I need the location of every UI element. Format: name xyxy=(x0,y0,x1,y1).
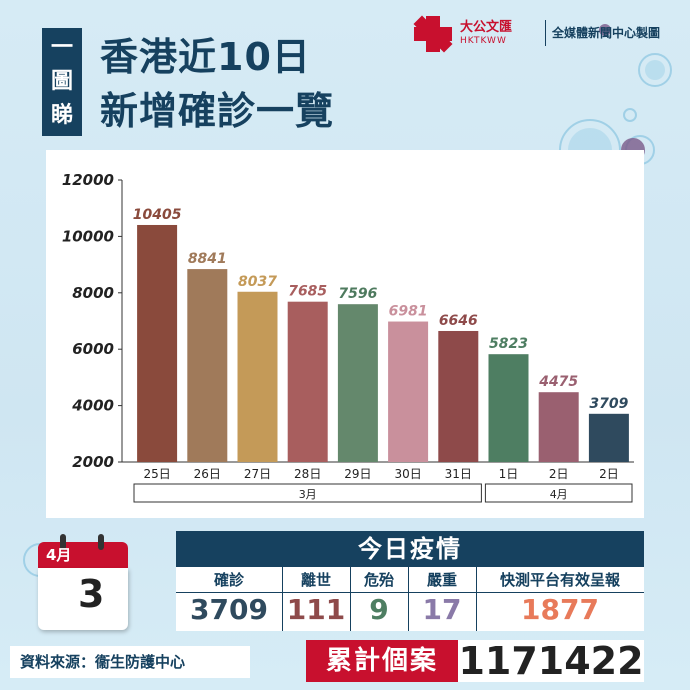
x-tick-label: 26日 xyxy=(194,467,221,481)
today-column-value: 3709 xyxy=(190,593,268,626)
today-column-label: 確診 xyxy=(213,571,244,589)
y-tick-label: 8000 xyxy=(72,284,114,302)
bar-data-label: 3709 xyxy=(589,396,628,412)
cumulative-value: 1171422 xyxy=(458,639,644,683)
brand-logo-text: 大公文匯 xyxy=(460,20,513,35)
calendar-header xyxy=(38,542,128,568)
today-column-label: 危殆 xyxy=(363,571,394,589)
bar-data-label: 7596 xyxy=(338,286,377,302)
bar-data-label: 6981 xyxy=(389,304,428,320)
x-tick-label: 30日 xyxy=(394,467,421,481)
month-group-label: 4月 xyxy=(550,488,568,501)
x-tick-label: 31日 xyxy=(445,467,472,481)
y-tick-label: 4000 xyxy=(71,397,114,415)
brand-logo-icon xyxy=(413,15,453,53)
bar-data-label: 6646 xyxy=(439,313,478,329)
month-group-box xyxy=(484,483,633,503)
today-column-label: 快測平台有效呈報 xyxy=(499,571,620,589)
x-tick-label: 25日 xyxy=(143,467,170,481)
bar-data-label: 5823 xyxy=(489,336,528,352)
today-column-value: 111 xyxy=(286,593,346,626)
x-tick-label: 28日 xyxy=(294,467,321,481)
today-column: 危殆 9 xyxy=(350,567,409,631)
bar xyxy=(237,291,278,462)
calendar-month: 4月 xyxy=(46,546,72,564)
month-group-box xyxy=(133,483,482,503)
bar xyxy=(538,392,579,462)
bar xyxy=(588,413,629,462)
vertical-label-char: 圖 xyxy=(50,69,73,94)
bar-data-label: 8037 xyxy=(238,274,277,290)
x-tick-label: 27日 xyxy=(244,467,271,481)
bar-data-label: 8841 xyxy=(188,251,227,267)
month-group-label: 3月 xyxy=(299,488,317,501)
source-label: 資料來源：衞生防護中心 xyxy=(10,646,250,678)
today-column: 嚴重 17 xyxy=(408,567,477,631)
x-tick-label: 1日 xyxy=(499,467,519,481)
header-divider xyxy=(545,20,546,46)
bar xyxy=(337,304,378,462)
x-tick-label: 2日 xyxy=(549,467,569,481)
x-tick-label: 29日 xyxy=(344,467,371,481)
y-tick-label: 12000 xyxy=(62,171,114,189)
brand-logo-sub: HKTKWW xyxy=(460,36,507,46)
today-column-label: 離世 xyxy=(300,571,331,589)
bar-data-label: 7685 xyxy=(288,284,327,300)
page-title-line1: 香港近10日 xyxy=(100,35,311,79)
cumulative-label: 累計個案 xyxy=(306,640,458,682)
today-column: 快測平台有效呈報 1877 xyxy=(476,567,644,631)
today-table: 確診 3709 離世 111 危殆 9 嚴重 17 快測平台有效呈報 1877 xyxy=(176,567,644,631)
y-tick-label: 2000 xyxy=(72,453,114,471)
x-tick-label: 2日 xyxy=(599,467,619,481)
bar-chart: 2000 4000 6000 8000 10000 12000 10405 25日 8841 26… xyxy=(62,171,634,503)
vertical-label-char: 睇 xyxy=(50,103,73,128)
calendar-date: 4月 3 xyxy=(38,530,128,630)
bar xyxy=(438,330,479,462)
calendar-ring-icon xyxy=(98,534,104,550)
today-column-value: 1877 xyxy=(521,593,599,626)
bar xyxy=(488,354,529,462)
today-column: 確診 3709 xyxy=(176,567,283,631)
bar-data-label: 10405 xyxy=(133,207,182,223)
vertical-label-char: 一 xyxy=(50,35,73,60)
today-column-label: 嚴重 xyxy=(426,571,457,589)
y-tick-label: 10000 xyxy=(62,227,114,245)
bar xyxy=(388,321,429,462)
bar xyxy=(137,224,178,462)
bar xyxy=(187,269,228,462)
today-column-value: 17 xyxy=(422,593,462,626)
bar xyxy=(287,301,328,462)
vertical-label-box: 一 圖 睇 xyxy=(42,28,82,136)
today-column: 離世 111 xyxy=(282,567,351,631)
today-column-value: 9 xyxy=(369,593,389,626)
credit-text: 全媒體新聞中心製圖 xyxy=(552,26,661,40)
y-tick-label: 6000 xyxy=(72,340,114,358)
table-divider xyxy=(176,592,644,593)
today-title: 今日疫情 xyxy=(176,531,644,567)
calendar-ring-icon xyxy=(60,534,66,550)
page-title-line2: 新增確診一覽 xyxy=(100,89,335,133)
calendar-body xyxy=(38,568,128,630)
bar-data-label: 4475 xyxy=(538,374,578,390)
calendar-day: 3 xyxy=(78,572,105,616)
